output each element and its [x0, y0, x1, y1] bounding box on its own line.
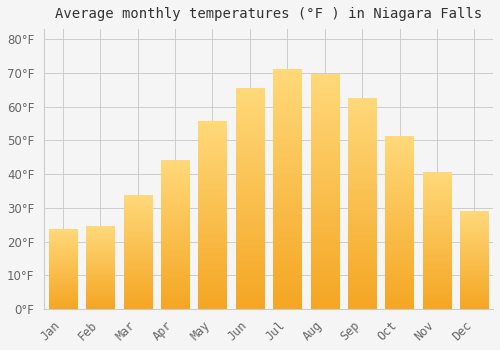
Title: Average monthly temperatures (°F ) in Niagara Falls: Average monthly temperatures (°F ) in Ni… [55, 7, 482, 21]
